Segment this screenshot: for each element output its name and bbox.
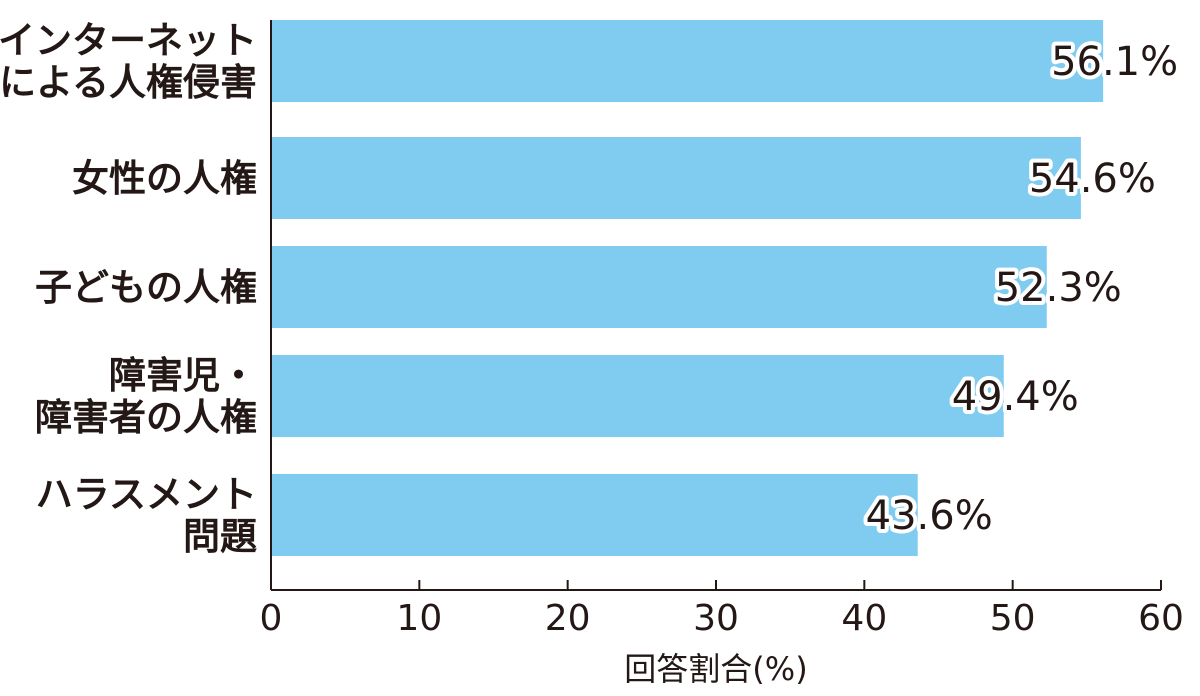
value-labels-group: 56.1% 54.6% 52.3% 49.4% 43.6%: [862, 35, 1182, 543]
x-tick-label: 10: [396, 598, 442, 639]
bar: [271, 137, 1081, 219]
category-label: 障害者の人権: [35, 396, 257, 439]
x-axis-title: 回答割合(%): [624, 650, 807, 688]
bar: [271, 355, 1004, 437]
x-tick-label: 20: [545, 598, 591, 639]
category-label: インターネット: [0, 19, 257, 62]
bar: [271, 474, 918, 556]
category-labels-group: インターネットによる人権侵害女性の人権子どもの人権障害児・障害者の人権ハラスメン…: [0, 19, 257, 558]
x-tick-label: 40: [841, 598, 887, 639]
category-label: による人権侵害: [0, 61, 257, 104]
value-label: 54.6%: [1029, 156, 1156, 202]
category-label: 障害児・: [109, 354, 257, 397]
value-label: 49.4%: [952, 374, 1079, 420]
value-label: 56.1%: [1051, 39, 1178, 85]
x-tick-label: 30: [693, 598, 739, 639]
bar: [271, 246, 1047, 328]
bars-group: [271, 20, 1104, 556]
value-label: 43.6%: [866, 493, 993, 539]
value-label: 52.3%: [995, 265, 1122, 311]
x-tick-label: 0: [260, 598, 283, 639]
x-ticks-group: 0 10 20 30 40 50 60: [260, 580, 1184, 639]
x-tick-label: 60: [1138, 598, 1184, 639]
bar: [271, 20, 1104, 102]
x-tick-label: 50: [990, 598, 1036, 639]
category-label: 子どもの人権: [35, 266, 257, 309]
category-label: ハラスメント: [36, 473, 257, 516]
category-label: 女性の人権: [72, 157, 257, 200]
category-label: 問題: [183, 515, 257, 558]
